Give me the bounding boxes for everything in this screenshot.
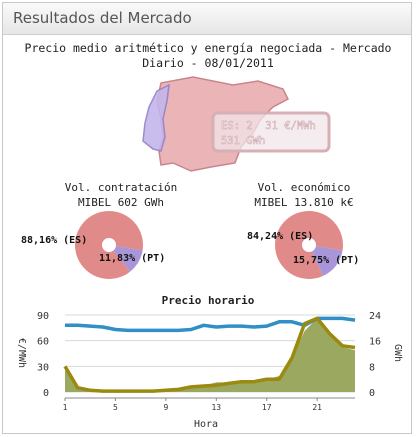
x-tick-label: 1 (63, 403, 68, 412)
portugal-region[interactable] (142, 83, 170, 152)
vol-contratacion-pie[interactable] (69, 209, 149, 289)
y-left-tick-label: 30 (37, 362, 49, 373)
y-right-tick-label: 24 (369, 311, 381, 322)
hourly-price-chart[interactable]: 90 60 30 0 24 16 8 0 1 5 9 13 17 21 €/MWh GWh Hora (3, 305, 413, 433)
pie1-pt-label: 11,83% (PT) (99, 253, 166, 264)
chart-title: Precio horario (161, 294, 255, 307)
map-info-energy: 531 GWh (221, 135, 265, 147)
y-right-axis-label: GWh (392, 344, 403, 362)
x-tick-label: 17 (262, 403, 272, 412)
y-left-tick-label: 0 (43, 388, 49, 399)
market-results-panel: Resultados del Mercado Precio medio arit… (2, 2, 412, 434)
x-tick-label: 9 (163, 403, 168, 412)
vol-economico-pie[interactable] (269, 209, 349, 289)
chart-ticks: 90 60 30 0 24 16 8 0 1 5 9 13 17 21 (37, 311, 381, 412)
y-left-tick-label: 60 (37, 337, 49, 348)
x-tick-label: 13 (211, 403, 221, 412)
pie-slice-pt[interactable] (309, 245, 343, 276)
pie-center-dot (102, 238, 116, 252)
iberia-map[interactable]: ES: 2 31 €/MWh 531 GWh (123, 71, 363, 181)
pie2-pt-label: 15,75% (PT) (293, 255, 360, 266)
price-line-series-2[interactable] (63, 316, 356, 393)
map-info-box (211, 111, 331, 153)
y-right-tick-label: 0 (369, 388, 375, 399)
vol-economico-subtitle: MIBEL 13.810 k€ (254, 196, 354, 209)
pie-center-dot (302, 238, 316, 252)
y-right-tick-label: 16 (369, 337, 381, 348)
panel-header: Resultados del Mercado (3, 3, 411, 35)
y-left-tick-label: 90 (37, 311, 49, 322)
pie1-es-label: 88,16% (ES) (21, 235, 88, 246)
vol-contratacion-subtitle: MIBEL 602 GWh (77, 196, 165, 209)
pie2-es-label: 84,24% (ES) (247, 231, 314, 242)
y-left-axis-label: €/MWh (16, 338, 27, 368)
pie-slice-pt[interactable] (109, 245, 143, 272)
market-title-line2: Diario - 08/01/2011 (142, 56, 274, 70)
market-title-line1: Precio medio aritmético y energía negoci… (24, 41, 392, 55)
map-info-price: ES: 2 31 €/MWh (221, 120, 316, 132)
x-axis-label: Hora (194, 419, 218, 430)
chart-marks (63, 316, 356, 393)
y-right-tick-label: 8 (369, 362, 375, 373)
x-tick-label: 21 (312, 403, 322, 412)
vol-economico-title: Vol. económico (257, 181, 351, 194)
x-tick-label: 5 (113, 403, 118, 412)
vol-contratacion-title: Vol. contratación (64, 181, 178, 194)
